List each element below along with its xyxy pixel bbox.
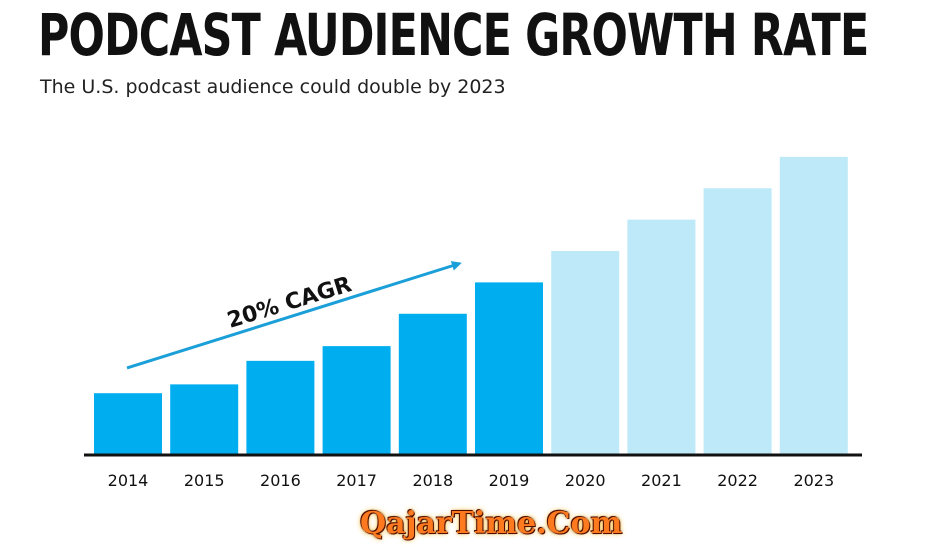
watermark: QajarTime.Com	[360, 506, 623, 541]
tick-label-2022: 2022	[717, 471, 758, 490]
bar-2021	[627, 219, 696, 454]
x-tick-labels: 2014 2015 2016 2017 2018 2019 2020 2021 2022 2023	[108, 471, 835, 490]
tick-label-2015: 2015	[184, 471, 225, 490]
tick-label-2020: 2020	[565, 471, 606, 490]
bar-2019	[475, 282, 543, 454]
bar-2018	[398, 313, 467, 454]
tick-label-2023: 2023	[793, 471, 834, 490]
tick-label-2018: 2018	[412, 471, 453, 490]
chart-subtitle: The U.S. podcast audience could double b…	[40, 76, 506, 98]
bar-2016	[246, 360, 315, 454]
tick-label-2017: 2017	[336, 471, 377, 490]
bars-group	[94, 156, 848, 455]
tick-label-2016: 2016	[260, 471, 301, 490]
bar-2015	[170, 384, 239, 454]
tick-label-2014: 2014	[108, 471, 149, 490]
bar-2017	[322, 346, 391, 454]
tick-label-2021: 2021	[641, 471, 682, 490]
chart-title: PODCAST AUDIENCE GROWTH RATE	[38, 1, 869, 69]
bar-2022	[703, 188, 772, 454]
bar-2020	[551, 251, 620, 454]
bar-2014	[94, 393, 162, 454]
cagr-arrow	[126, 261, 462, 370]
bar-2023	[779, 156, 848, 455]
tick-label-2019: 2019	[489, 471, 530, 490]
